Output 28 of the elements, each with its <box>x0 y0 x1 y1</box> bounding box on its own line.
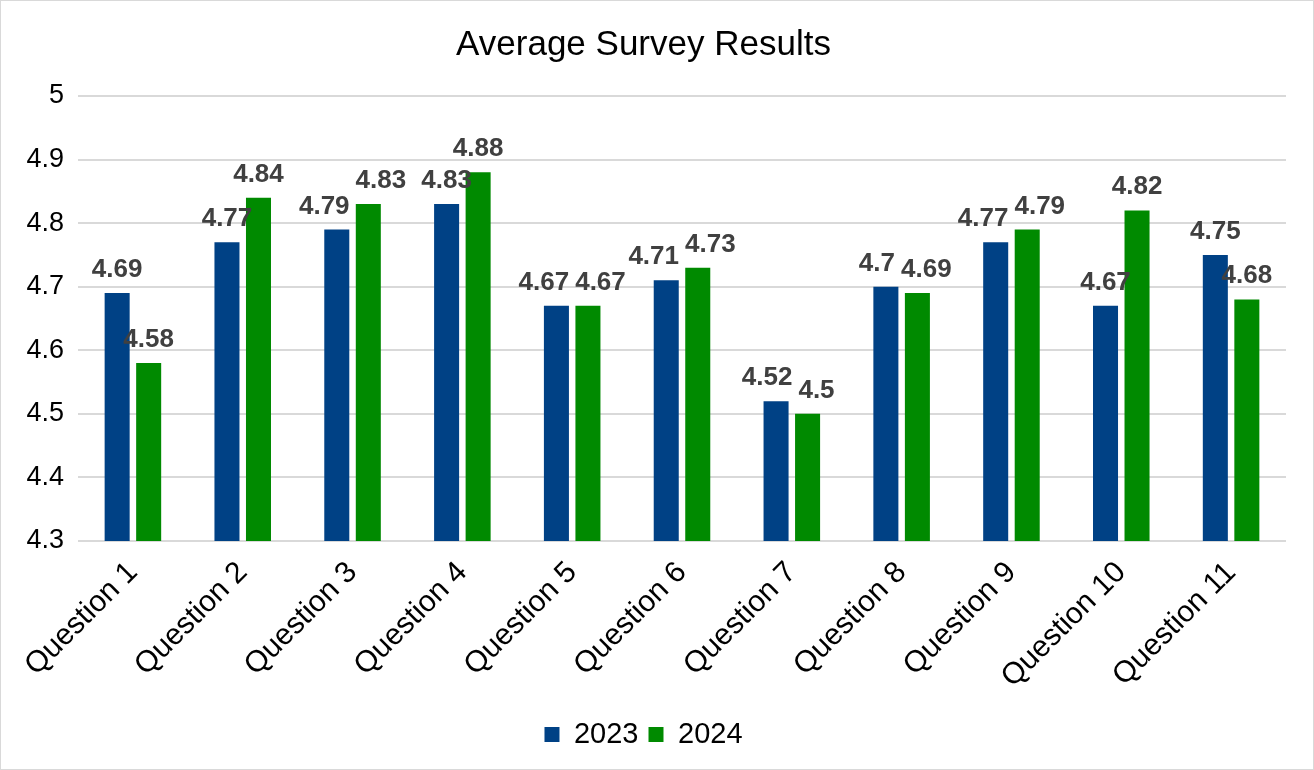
y-tick-label: 4.9 <box>26 143 64 174</box>
data-label: 4.67 <box>518 265 570 296</box>
data-label: 4.67 <box>575 265 626 296</box>
data-label: 4.73 <box>685 227 736 258</box>
data-label: 4.77 <box>957 202 1009 233</box>
y-tick-label: 4.4 <box>26 460 64 491</box>
y-tick-label: 4.6 <box>26 333 64 364</box>
data-label: 4.75 <box>1190 214 1241 245</box>
data-label: 4.79 <box>1014 189 1066 220</box>
data-label: 4.7 <box>858 246 896 277</box>
y-tick-label: 5 <box>48 79 64 110</box>
y-tick-label: 4.8 <box>26 206 64 237</box>
y-tick-label: 4.5 <box>26 397 64 428</box>
y-tick-label: 4.7 <box>26 270 64 301</box>
data-label: 4.71 <box>628 240 679 271</box>
legend-label: 2024 <box>678 716 743 749</box>
legend-label: 2023 <box>573 716 639 749</box>
chart-title: Average Survey Results <box>456 22 831 62</box>
data-label: 4.82 <box>1111 170 1163 201</box>
data-label: 4.52 <box>741 361 793 392</box>
y-tick-label: 4.3 <box>26 524 64 555</box>
data-label: 4.69 <box>901 253 952 284</box>
data-label: 4.84 <box>233 157 285 188</box>
data-label: 4.88 <box>452 132 504 163</box>
data-label: 4.79 <box>298 189 350 220</box>
data-label: 4.5 <box>798 373 835 404</box>
data-label: 4.83 <box>355 164 407 195</box>
data-label: 4.69 <box>91 253 143 284</box>
